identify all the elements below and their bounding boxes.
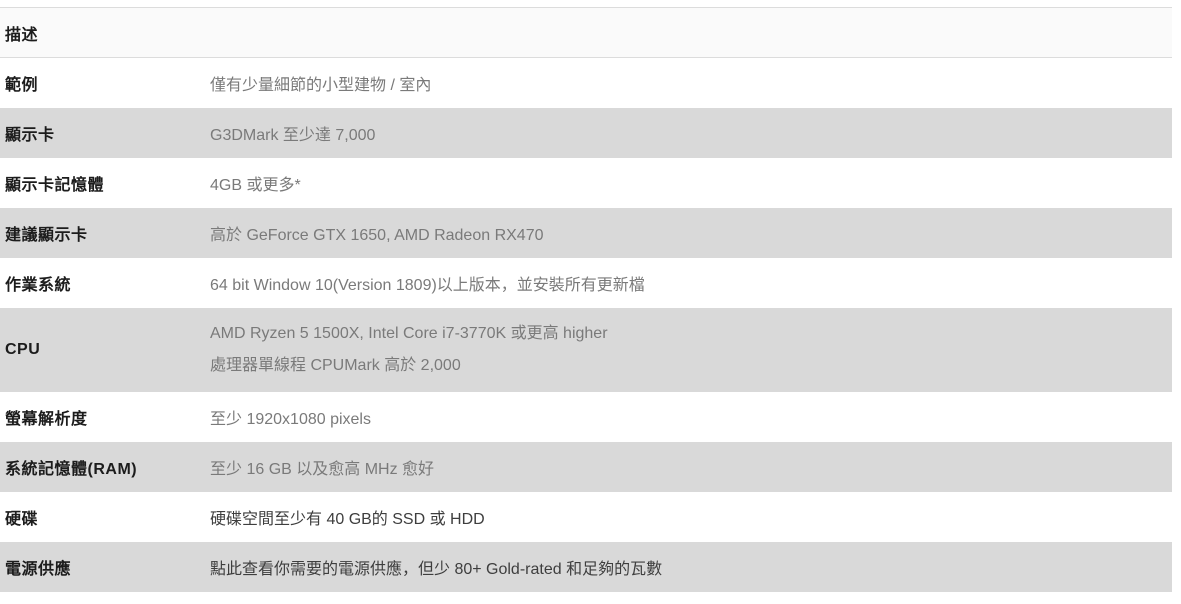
- spec-value-line-2: 處理器單線程 CPUMark 高於 2,000: [210, 357, 461, 374]
- spec-value: 高於 GeForce GTX 1650, AMD Radeon RX470: [210, 227, 544, 244]
- spec-row-power-supply: 電源供應 點此查看你需要的電源供應，但少 80+ Gold-rated 和足夠的…: [0, 542, 1172, 592]
- spec-table: 描述 範例 僅有少量細節的小型建物 / 室內 顯示卡 G3DMark 至少達 7…: [0, 7, 1172, 592]
- spec-label: 硬碟: [5, 511, 39, 528]
- spec-value: 硬碟空間至少有 40 GB的 SSD 或 HDD: [210, 511, 485, 528]
- spec-label: 作業系統: [5, 277, 72, 294]
- spec-label: 顯示卡記憶體: [5, 177, 105, 194]
- spec-row-cpu: CPU AMD Ryzen 5 1500X, Intel Core i7-377…: [0, 308, 1172, 392]
- spec-table-header-label: 描述: [5, 26, 39, 44]
- spec-label: 螢幕解析度: [5, 411, 88, 428]
- spec-value: 64 bit Window 10(Version 1809)以上版本，並安裝所有…: [210, 277, 645, 294]
- spec-row-os: 作業系統 64 bit Window 10(Version 1809)以上版本，…: [0, 258, 1172, 308]
- spec-value: AMD Ryzen 5 1500X, Intel Core i7-3770K 或…: [210, 318, 1172, 382]
- spec-label: 電源供應: [5, 561, 72, 578]
- spec-row-example: 範例 僅有少量細節的小型建物 / 室內: [0, 58, 1172, 108]
- spec-value-line-1: AMD Ryzen 5 1500X, Intel Core i7-3770K 或…: [210, 325, 608, 342]
- spec-label: 建議顯示卡: [5, 227, 88, 244]
- spec-value: 至少 1920x1080 pixels: [210, 411, 371, 428]
- page: 描述 範例 僅有少量細節的小型建物 / 室內 顯示卡 G3DMark 至少達 7…: [0, 7, 1181, 604]
- power-supply-link[interactable]: 點此查看你需要的電源供應，但少 80+ Gold-rated 和足夠的瓦數: [210, 561, 663, 578]
- spec-row-screen-resolution: 螢幕解析度 至少 1920x1080 pixels: [0, 392, 1172, 442]
- spec-row-recommended-gpu: 建議顯示卡 高於 GeForce GTX 1650, AMD Radeon RX…: [0, 208, 1172, 258]
- spec-label: 顯示卡: [5, 127, 55, 144]
- spec-value: 僅有少量細節的小型建物 / 室內: [210, 77, 432, 94]
- spec-label: CPU: [5, 341, 41, 358]
- spec-value: 至少 16 GB 以及愈高 MHz 愈好: [210, 461, 435, 478]
- spec-label: 系統記憶體(RAM): [5, 461, 138, 478]
- spec-row-graphics-memory: 顯示卡記憶體 4GB 或更多*: [0, 158, 1172, 208]
- spec-label: 範例: [5, 77, 39, 94]
- spec-value: G3DMark 至少達 7,000: [210, 127, 376, 144]
- spec-row-hard-drive: 硬碟 硬碟空間至少有 40 GB的 SSD 或 HDD: [0, 492, 1172, 542]
- spec-row-system-ram: 系統記憶體(RAM) 至少 16 GB 以及愈高 MHz 愈好: [0, 442, 1172, 492]
- spec-value: 4GB 或更多*: [210, 177, 301, 194]
- spec-row-graphics-card: 顯示卡 G3DMark 至少達 7,000: [0, 108, 1172, 158]
- spec-table-header-row: 描述: [0, 8, 1172, 58]
